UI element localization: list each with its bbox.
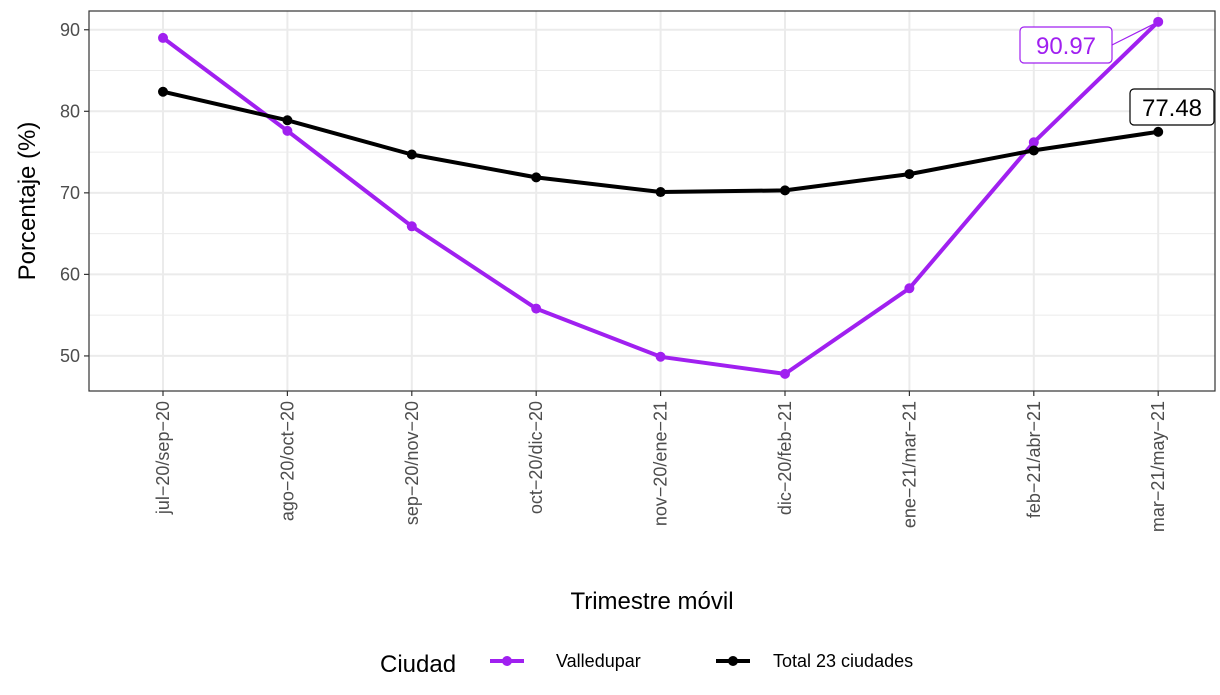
legend-key-point [502, 656, 512, 666]
data-point [406, 149, 417, 160]
y-axis-title: Porcentaje (%) [14, 122, 41, 281]
x-tick-label: oct−20/dic−20 [526, 401, 546, 514]
panel-background [89, 11, 1215, 391]
x-axis-ticks: jul−20/sep−20 ago−20/oct−20 sep−20/nov−20 o… [153, 391, 1168, 532]
legend-label: Valledupar [556, 651, 641, 671]
data-point [904, 283, 915, 294]
y-axis-ticks: 50 60 70 80 90 [60, 20, 89, 366]
data-point [158, 86, 168, 97]
label-box [1129, 88, 1215, 126]
data-point [531, 303, 542, 314]
label-box [1019, 26, 1113, 64]
x-tick-label: jul−20/sep−20 [153, 401, 173, 515]
data-point [780, 368, 790, 379]
label-text: 90.97 [1036, 33, 1096, 60]
y-tick-label: 50 [60, 346, 80, 366]
label-text: 77.48 [1142, 95, 1202, 122]
x-tick-label: feb−21/abr−21 [1024, 401, 1044, 518]
data-label: 77.48 [1129, 88, 1215, 126]
y-tick-label: 80 [60, 101, 80, 121]
x-axis-title: Trimestre móvil [570, 588, 733, 615]
data-point [282, 115, 293, 126]
data-point [282, 125, 293, 136]
legend-item: Valledupar [490, 651, 641, 671]
data-point [1153, 126, 1164, 137]
x-tick-label: dic−20/feb−21 [775, 401, 795, 515]
x-tick-label: ago−20/oct−20 [277, 401, 297, 521]
data-point [904, 169, 915, 180]
y-tick-label: 70 [60, 183, 80, 203]
x-tick-label: ene−21/mar−21 [899, 401, 919, 528]
series-points [158, 16, 1164, 379]
legend-item: Total 23 ciudades [716, 651, 913, 671]
data-labels: 90.97 77.48 [1019, 21, 1215, 126]
data-point [406, 221, 417, 232]
data-label: 90.97 [1019, 21, 1159, 64]
data-point [655, 351, 666, 362]
data-point [1028, 145, 1039, 156]
data-point [158, 32, 168, 43]
x-tick-label: nov−20/ene−21 [651, 401, 671, 526]
panel-border [88, 10, 1216, 392]
label-leader-line [1111, 21, 1159, 46]
legend-label: Total 23 ciudades [773, 651, 913, 671]
x-tick-label: mar−21/may−21 [1148, 401, 1168, 532]
legend-key-point [728, 656, 738, 666]
legend: Ciudad Valledupar Total 23 ciudades [380, 651, 913, 678]
y-tick-label: 60 [60, 264, 80, 284]
data-point [780, 185, 790, 196]
legend-title: Ciudad [380, 651, 456, 678]
gridlines [89, 11, 1215, 391]
data-point [531, 172, 542, 183]
data-point [1028, 137, 1039, 148]
x-tick-label: sep−20/nov−20 [402, 401, 422, 525]
y-tick-label: 90 [60, 20, 80, 40]
data-point [655, 187, 666, 198]
